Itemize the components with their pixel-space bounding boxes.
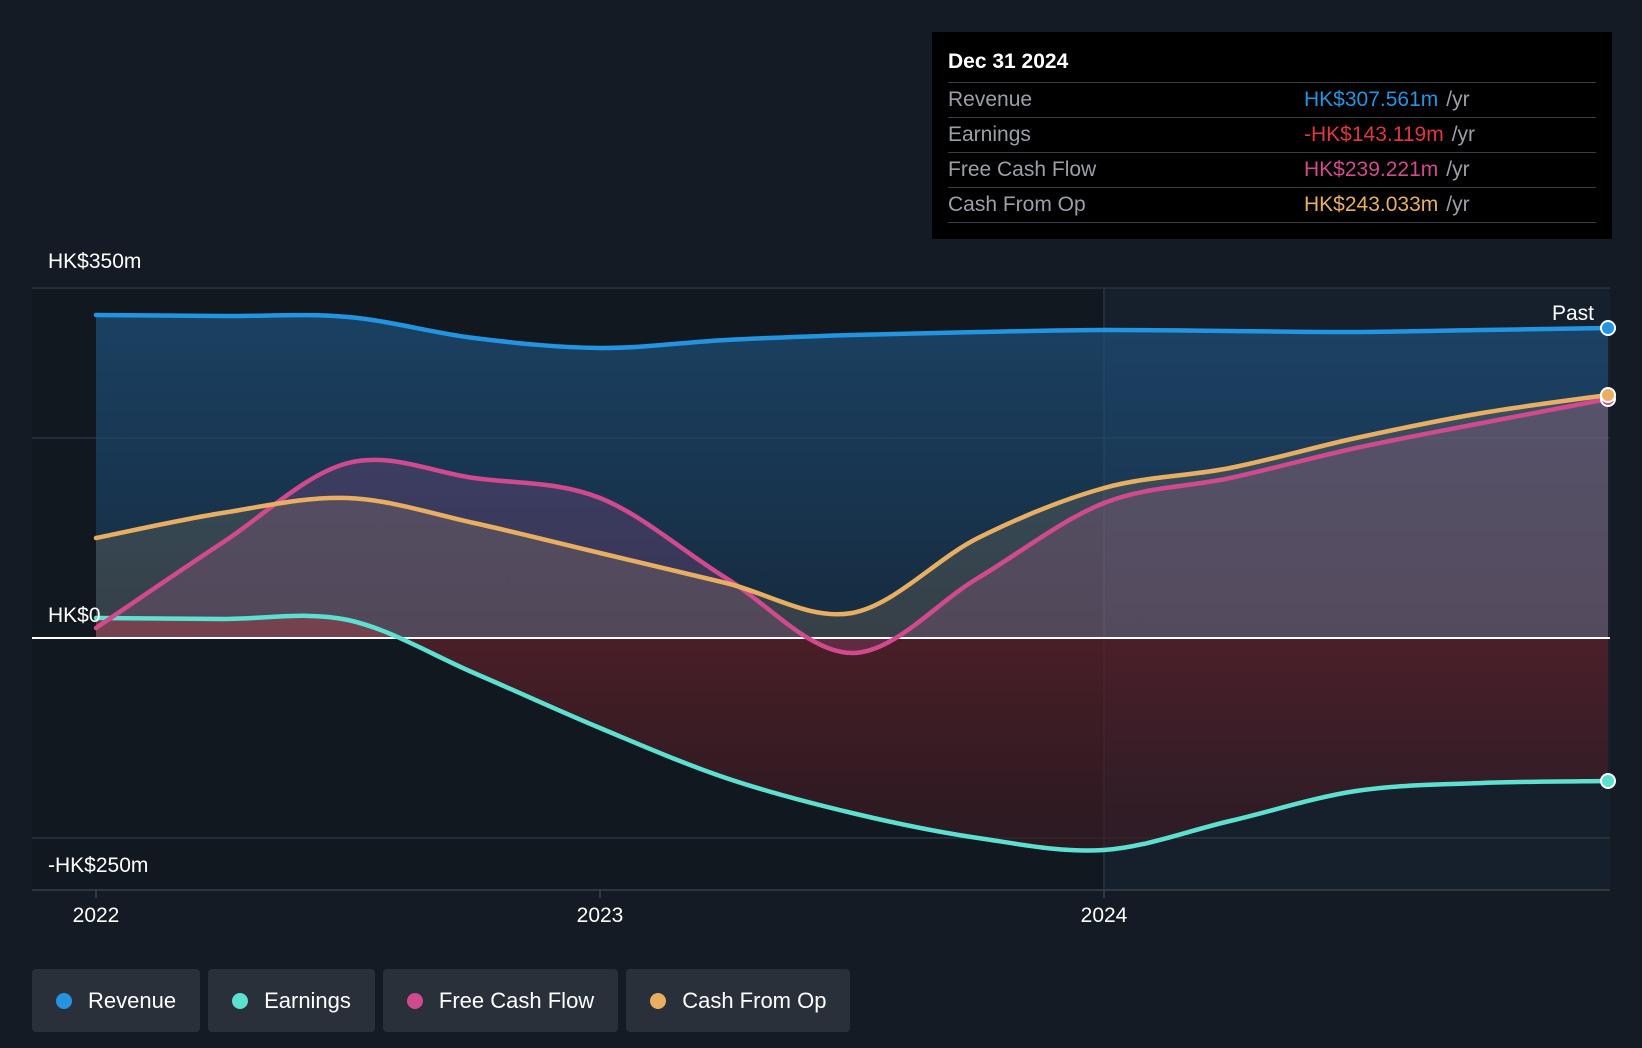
legend-item-revenue[interactable]: Revenue — [32, 969, 201, 1032]
end-markers — [1600, 320, 1616, 789]
legend-label: Revenue — [88, 987, 177, 1013]
series-lines — [93, 312, 1611, 853]
tooltip-label: Earnings — [948, 123, 1031, 146]
tooltip-row-free-cash-flow: Free Cash Flow HK$239.221m/yr — [948, 153, 1596, 188]
earnings-dot-icon — [232, 992, 249, 1009]
tooltip-row-revenue: Revenue HK$307.561m/yr — [948, 83, 1596, 118]
tooltip-value: -HK$143.119m — [1304, 123, 1444, 146]
y-tick-label: HK$0 — [48, 604, 101, 627]
y-tick-label: -HK$250m — [48, 854, 148, 877]
line-earnings — [93, 613, 1611, 853]
tooltip-label: Free Cash Flow — [948, 158, 1097, 181]
legend-item-free-cash-flow[interactable]: Free Cash Flow — [382, 969, 619, 1032]
y-tick-label: HK$350m — [48, 250, 141, 273]
cash-from-op-dot-icon — [650, 992, 667, 1009]
tooltip-label: Cash From Op — [948, 193, 1086, 216]
revenue-dot-icon — [56, 992, 72, 1009]
axis-labels: HK$350m HK$0 -HK$250m 2022 2023 2024 Past — [48, 250, 1594, 927]
end-marker-cash-from-op[interactable] — [1600, 387, 1616, 403]
past-label: Past — [1552, 302, 1594, 325]
area-revenue — [96, 315, 1608, 638]
tooltip-panel: Dec 31 2024 Revenue HK$307.561m/yr Earni… — [932, 32, 1612, 239]
legend-label: Earnings — [264, 987, 351, 1013]
tooltip-unit: /yr — [1446, 158, 1470, 181]
tooltip-value: HK$243.033m — [1304, 193, 1439, 216]
end-marker-revenue[interactable] — [1600, 320, 1616, 336]
tooltip-value: HK$239.221m — [1304, 158, 1439, 181]
financial-chart: HK$350m HK$0 -HK$250m 2022 2023 2024 Past — [32, 250, 1616, 927]
area-earnings — [96, 615, 1608, 851]
line-cash-from-op — [93, 392, 1611, 617]
tooltip-unit: /yr — [1446, 193, 1470, 216]
series-areas — [32, 315, 1610, 851]
legend-item-cash-from-op[interactable]: Cash From Op — [626, 969, 851, 1032]
legend: Revenue Earnings Free Cash Flow Cash Fro… — [32, 969, 851, 1032]
end-marker-earnings[interactable] — [1600, 773, 1616, 789]
legend-item-earnings[interactable]: Earnings — [208, 969, 375, 1032]
legend-label: Cash From Op — [682, 987, 827, 1013]
x-tick-label: 2023 — [577, 904, 624, 927]
tooltip-date: Dec 31 2024 — [948, 46, 1596, 83]
tooltip-row-cash-from-op: Cash From Op HK$243.033m/yr — [948, 188, 1596, 223]
free-cash-flow-dot-icon — [406, 992, 423, 1009]
tooltip-unit: /yr — [1451, 123, 1476, 146]
area-cash-from-op — [96, 395, 1608, 638]
tooltip-value: HK$307.561m — [1304, 88, 1439, 111]
tooltip-label: Revenue — [948, 88, 1033, 111]
x-tick-label: 2024 — [1081, 904, 1128, 927]
tooltip-row-earnings: Earnings -HK$143.119m/yr — [948, 118, 1596, 153]
area-free-cash-flow — [96, 399, 1608, 653]
legend-label: Free Cash Flow — [438, 987, 595, 1013]
line-revenue — [93, 312, 1611, 351]
line-free-cash-flow — [93, 396, 1611, 656]
x-tick-label: 2022 — [73, 904, 120, 927]
tooltip-unit: /yr — [1446, 88, 1470, 111]
